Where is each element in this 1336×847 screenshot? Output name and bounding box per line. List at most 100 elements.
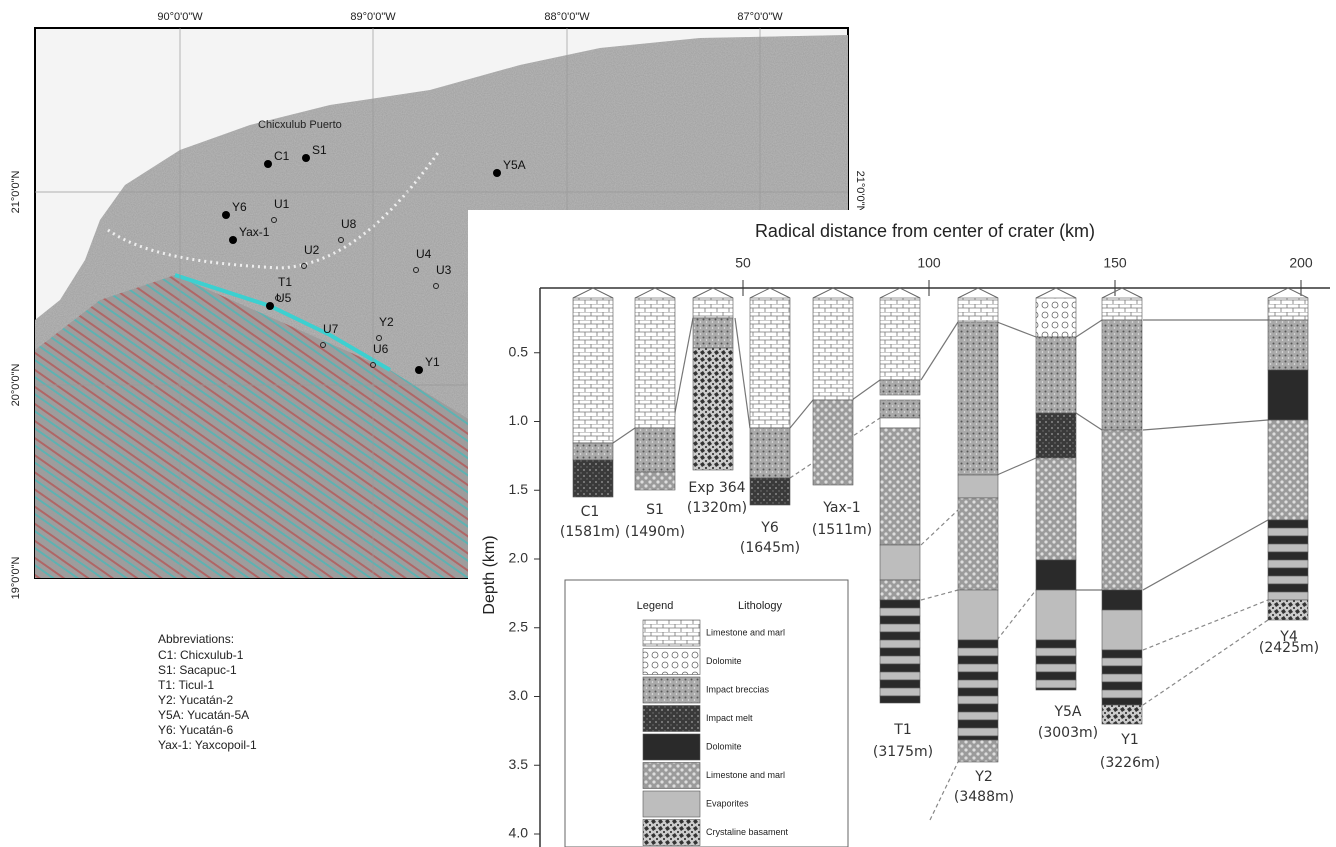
layer	[1101, 609, 1143, 651]
legend-swatch	[642, 762, 701, 789]
layer	[879, 639, 921, 649]
legend: Limestone and marl Dolomite Impact breccia…	[642, 619, 789, 846]
correlation-line	[1142, 519, 1269, 591]
column-depth: (1490m)	[625, 524, 685, 540]
layer	[957, 739, 999, 763]
correlation-line	[996, 589, 1037, 641]
column-name: T1	[893, 722, 911, 738]
layer	[1101, 681, 1143, 691]
layer	[879, 417, 921, 429]
layer	[1267, 551, 1309, 561]
layer	[692, 347, 734, 471]
correlation-line	[671, 317, 694, 429]
abbr-item: Yax-1: Yaxcopoil-1	[158, 738, 257, 752]
layer	[1035, 639, 1077, 649]
layer	[957, 647, 999, 657]
legend-box	[564, 579, 849, 847]
abbr-item: Y6: Yucatán-6	[158, 723, 233, 737]
column-name: S1	[646, 502, 664, 518]
layer	[957, 711, 999, 721]
column-depth: (3226m)	[1100, 755, 1160, 771]
layer	[879, 544, 921, 581]
well-column: C1 (1581m)	[560, 287, 620, 540]
x-tick-label: 200	[1289, 255, 1313, 271]
legend-label: Dolomite	[706, 741, 742, 751]
layer	[1035, 412, 1077, 459]
well-marker	[301, 263, 307, 269]
layer	[1101, 697, 1143, 706]
legend-title: Legend	[637, 600, 674, 612]
layer	[1101, 689, 1143, 699]
well-label: U2	[304, 243, 320, 257]
well-label: U4	[416, 247, 432, 261]
layer	[749, 297, 791, 429]
layer	[1035, 679, 1077, 689]
well-marker	[433, 283, 439, 289]
map-labels: 90°0'0"W 89°0'0"W 88°0'0"W 87°0'0"W 21°0'0"N…	[10, 11, 866, 600]
well-label: Y5A	[503, 158, 526, 172]
legend-swatch	[642, 705, 701, 732]
abbreviations: Abbreviations: C1: Chicxulub-1S1: Sacapuc…	[158, 632, 257, 752]
layer	[692, 317, 734, 349]
layer	[1035, 663, 1077, 673]
correlation-line	[920, 321, 959, 381]
layer	[957, 695, 999, 705]
abbr-item: T1: Ticul-1	[158, 678, 214, 692]
well-column: Y1 (3226m)	[1100, 287, 1160, 771]
correlation-line	[920, 589, 959, 601]
layer	[957, 703, 999, 713]
layer	[879, 679, 921, 689]
column-depth: (3175m)	[873, 744, 933, 760]
correlation-line	[851, 379, 881, 401]
column-name: Exp 364	[688, 480, 745, 496]
legend-label: Impact melt	[706, 713, 753, 723]
well-column: Yax-1 (1511m)	[812, 287, 872, 538]
layer	[1267, 543, 1309, 553]
y-tick-label: 0.5	[509, 343, 529, 359]
layer	[957, 735, 999, 741]
layer	[1267, 599, 1309, 621]
layer	[1035, 647, 1077, 657]
lat-label: 21°0'0"N	[854, 171, 866, 214]
layer	[879, 655, 921, 665]
well-marker	[320, 342, 326, 348]
layer	[1035, 457, 1077, 561]
layer	[879, 607, 921, 617]
well-column: T1 (3175m)	[873, 287, 933, 760]
correlation-line	[1075, 319, 1103, 338]
correlation-line	[996, 457, 1037, 476]
well-label: C1	[274, 149, 290, 163]
well-marker	[415, 366, 423, 374]
correlation-line	[612, 427, 636, 444]
column-depth: (1645m)	[740, 540, 800, 556]
layer	[879, 631, 921, 641]
layer	[572, 297, 614, 444]
layer	[879, 647, 921, 657]
column-name: Y2	[974, 769, 992, 785]
layer	[879, 399, 921, 419]
well-marker	[275, 295, 281, 301]
lat-label: 21°0'0"N	[10, 171, 22, 214]
layer	[1101, 319, 1143, 431]
column-connector	[1267, 287, 1309, 299]
layer	[957, 655, 999, 665]
column-name: Y5A	[1053, 704, 1081, 720]
layer	[1035, 336, 1077, 414]
column-depth: (2425m)	[1259, 640, 1319, 656]
layer	[1101, 649, 1143, 659]
section-title: Radical distance from center of crater (…	[755, 221, 1095, 241]
well-label: U6	[373, 342, 389, 356]
layer	[1267, 519, 1309, 529]
column-name: Y6	[760, 520, 779, 536]
well-label: Yax-1	[239, 225, 270, 239]
legend-swatch	[642, 733, 701, 761]
column-depth: (3003m)	[1038, 725, 1098, 741]
well-marker	[302, 154, 310, 162]
well-marker	[376, 335, 382, 341]
layer	[749, 477, 791, 506]
layer	[879, 599, 921, 609]
legend-label: Impact breccias	[706, 684, 770, 694]
well-marker	[264, 160, 272, 168]
abbr-item: Y5A: Yucatán-5A	[158, 708, 249, 722]
